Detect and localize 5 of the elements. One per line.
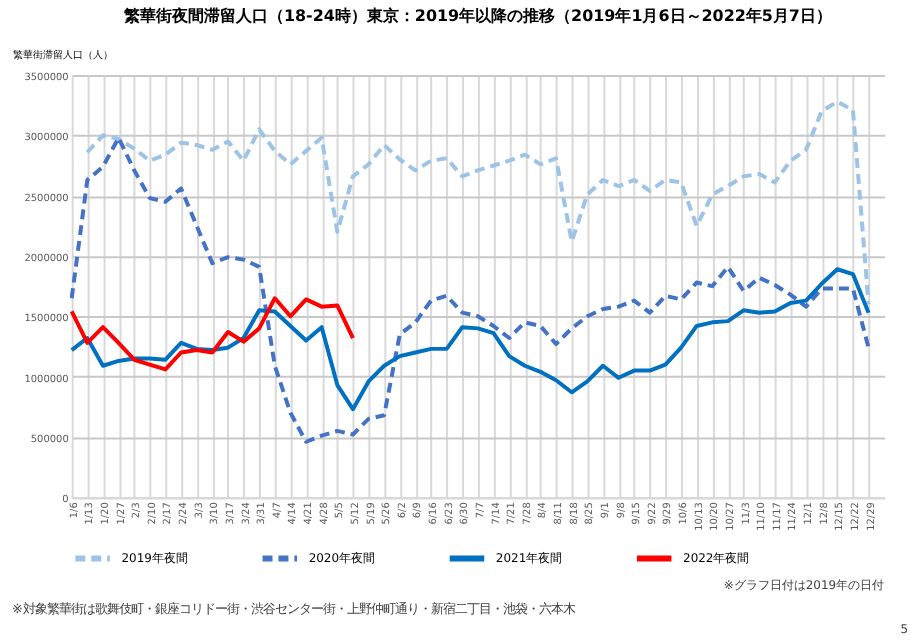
line-series xyxy=(85,99,871,307)
line-series xyxy=(69,135,871,444)
line-series xyxy=(69,267,871,412)
chart-title: 繁華街夜間滞留人口（18-24時）東京：2019年以降の推移（2019年1月6日～2022年5月7日） xyxy=(121,5,832,26)
line-series xyxy=(69,296,355,372)
